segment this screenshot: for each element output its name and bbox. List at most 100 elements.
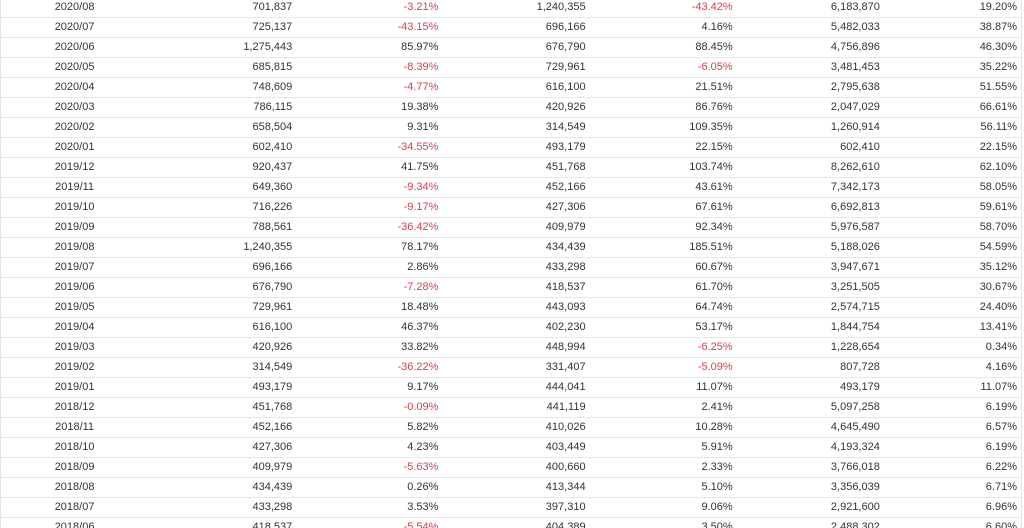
month-cell: 2018/10 bbox=[0, 437, 149, 458]
yoy-change-cell: 5.91% bbox=[585, 437, 733, 458]
yoy-change-cell: 60.67% bbox=[585, 257, 733, 278]
month-cell: 2020/02 bbox=[0, 117, 149, 138]
table-row: 2018/10 427,306 4.23% 403,449 5.91% 4,193,324… bbox=[0, 437, 1022, 458]
prev-year-value-cell: 427,306 bbox=[438, 197, 586, 218]
yoy-change-cell: 11.07% bbox=[585, 377, 733, 398]
table-row: 2020/01 602,410 -34.55% 493,179 22.15% 602,41… bbox=[0, 137, 1022, 158]
yoy-change-cell: 103.74% bbox=[585, 157, 733, 178]
cumulative-change-cell: 58.05% bbox=[879, 177, 1022, 198]
value-cell: 434,439 bbox=[148, 477, 293, 498]
mom-change-cell: 0.26% bbox=[292, 477, 439, 498]
cumulative-cell: 4,645,490 bbox=[732, 417, 880, 438]
value-cell: 420,926 bbox=[148, 337, 293, 358]
prev-year-value-cell: 403,449 bbox=[438, 437, 586, 458]
cumulative-cell: 8,262,610 bbox=[732, 157, 880, 178]
value-cell: 676,790 bbox=[148, 277, 293, 298]
cumulative-cell: 5,482,033 bbox=[732, 17, 880, 38]
cumulative-cell: 2,488,302 bbox=[732, 517, 880, 528]
cumulative-cell: 4,756,896 bbox=[732, 37, 880, 58]
cumulative-cell: 4,193,324 bbox=[732, 437, 880, 458]
table-row: 2019/01 493,179 9.17% 444,041 11.07% 493,179 1… bbox=[0, 377, 1022, 398]
mom-change-cell: 85.97% bbox=[292, 37, 439, 58]
mom-change-cell: -9.17% bbox=[292, 197, 439, 218]
mom-change-cell: -8.39% bbox=[292, 57, 439, 78]
mom-change-cell: 9.31% bbox=[292, 117, 439, 138]
value-cell: 433,298 bbox=[148, 497, 293, 518]
yoy-change-cell: 92.34% bbox=[585, 217, 733, 238]
month-cell: 2019/10 bbox=[0, 197, 149, 218]
yoy-change-cell: 67.61% bbox=[585, 197, 733, 218]
cumulative-change-cell: 38.87% bbox=[879, 17, 1022, 38]
yoy-change-cell: 4.16% bbox=[585, 17, 733, 38]
cumulative-change-cell: 66.61% bbox=[879, 97, 1022, 118]
month-cell: 2019/03 bbox=[0, 337, 149, 358]
table-row: 2019/07 696,166 2.86% 433,298 60.67% 3,947,67… bbox=[0, 257, 1022, 278]
cumulative-change-cell: 22.15% bbox=[879, 137, 1022, 158]
cumulative-cell: 1,228,654 bbox=[732, 337, 880, 358]
month-cell: 2019/09 bbox=[0, 217, 149, 238]
month-cell: 2019/02 bbox=[0, 357, 149, 378]
cumulative-change-cell: 59.61% bbox=[879, 197, 1022, 218]
table-row: 2019/11 649,360 -9.34% 452,166 43.61% 7,342,1… bbox=[0, 177, 1022, 198]
prev-year-value-cell: 434,439 bbox=[438, 237, 586, 258]
month-cell: 2020/04 bbox=[0, 77, 149, 98]
prev-year-value-cell: 413,344 bbox=[438, 477, 586, 498]
yoy-change-cell: 88.45% bbox=[585, 37, 733, 58]
value-cell: 658,504 bbox=[148, 117, 293, 138]
mom-change-cell: 33.82% bbox=[292, 337, 439, 358]
prev-year-value-cell: 420,926 bbox=[438, 97, 586, 118]
table-row: 2020/03 786,115 19.38% 420,926 86.76% 2,047,0… bbox=[0, 97, 1022, 118]
cumulative-change-cell: 4.16% bbox=[879, 357, 1022, 378]
prev-year-value-cell: 433,298 bbox=[438, 257, 586, 278]
prev-year-value-cell: 441,119 bbox=[438, 397, 586, 418]
month-cell: 2020/05 bbox=[0, 57, 149, 78]
cumulative-change-cell: 13.41% bbox=[879, 317, 1022, 338]
value-cell: 1,240,355 bbox=[148, 237, 293, 258]
cumulative-change-cell: 62.10% bbox=[879, 157, 1022, 178]
table-row: 2019/06 676,790 -7.28% 418,537 61.70% 3,251,5… bbox=[0, 277, 1022, 298]
cumulative-cell: 5,188,026 bbox=[732, 237, 880, 258]
prev-year-value-cell: 1,240,355 bbox=[438, 0, 586, 18]
table-row: 2018/09 409,979 -5.63% 400,660 2.33% 3,766,01… bbox=[0, 457, 1022, 478]
cumulative-change-cell: 6.60% bbox=[879, 517, 1022, 528]
prev-year-value-cell: 452,166 bbox=[438, 177, 586, 198]
cumulative-cell: 493,179 bbox=[732, 377, 880, 398]
table-row: 2018/11 452,166 5.82% 410,026 10.28% 4,645,49… bbox=[0, 417, 1022, 438]
cumulative-cell: 3,481,453 bbox=[732, 57, 880, 78]
mom-change-cell: -5.54% bbox=[292, 517, 439, 528]
month-cell: 2020/01 bbox=[0, 137, 149, 158]
month-cell: 2019/08 bbox=[0, 237, 149, 258]
yoy-change-cell: 61.70% bbox=[585, 277, 733, 298]
table-row: 2020/08 701,837 -3.21% 1,240,355 -43.42% 6,18… bbox=[0, 0, 1022, 18]
table-row: 2018/06 418,537 -5.54% 404,389 3.50% 2,488,30… bbox=[0, 517, 1022, 528]
prev-year-value-cell: 410,026 bbox=[438, 417, 586, 438]
table-row: 2019/09 788,561 -36.42% 409,979 92.34% 5,976,… bbox=[0, 217, 1022, 238]
yoy-change-cell: 22.15% bbox=[585, 137, 733, 158]
yoy-change-cell: 21.51% bbox=[585, 77, 733, 98]
month-cell: 2018/11 bbox=[0, 417, 149, 438]
yoy-change-cell: 3.50% bbox=[585, 517, 733, 528]
value-cell: 1,275,443 bbox=[148, 37, 293, 58]
cumulative-cell: 7,342,173 bbox=[732, 177, 880, 198]
table-row: 2018/08 434,439 0.26% 413,344 5.10% 3,356,039… bbox=[0, 477, 1022, 498]
table-row: 2020/06 1,275,443 85.97% 676,790 88.45% 4,756… bbox=[0, 37, 1022, 58]
mom-change-cell: -9.34% bbox=[292, 177, 439, 198]
yoy-change-cell: 53.17% bbox=[585, 317, 733, 338]
value-cell: 314,549 bbox=[148, 357, 293, 378]
cumulative-cell: 2,795,638 bbox=[732, 77, 880, 98]
yoy-change-cell: -6.25% bbox=[585, 337, 733, 358]
value-cell: 602,410 bbox=[148, 137, 293, 158]
cumulative-change-cell: 54.59% bbox=[879, 237, 1022, 258]
table-row: 2020/02 658,504 9.31% 314,549 109.35% 1,260,9… bbox=[0, 117, 1022, 138]
yoy-change-cell: 109.35% bbox=[585, 117, 733, 138]
prev-year-value-cell: 696,166 bbox=[438, 17, 586, 38]
cumulative-change-cell: 35.12% bbox=[879, 257, 1022, 278]
value-cell: 786,115 bbox=[148, 97, 293, 118]
cumulative-change-cell: 19.20% bbox=[879, 0, 1022, 18]
value-cell: 748,609 bbox=[148, 77, 293, 98]
value-cell: 452,166 bbox=[148, 417, 293, 438]
value-cell: 649,360 bbox=[148, 177, 293, 198]
cumulative-cell: 1,260,914 bbox=[732, 117, 880, 138]
yoy-change-cell: 185.51% bbox=[585, 237, 733, 258]
